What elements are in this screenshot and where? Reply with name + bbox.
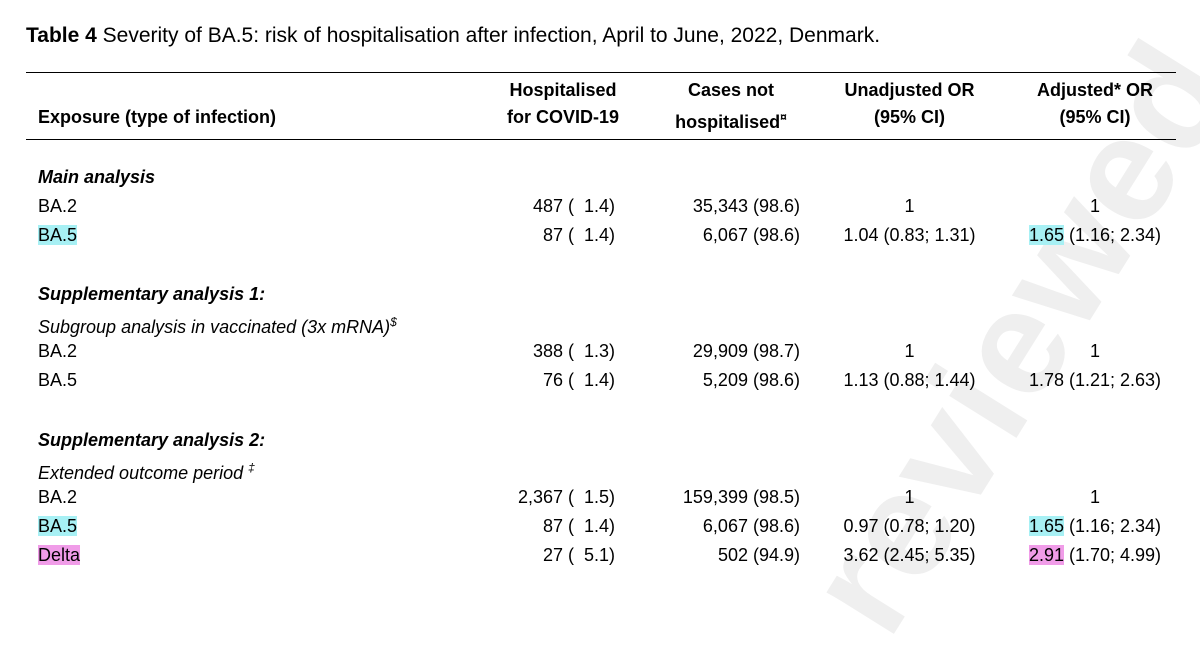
- header-hosp-line1: Hospitalised: [509, 80, 617, 100]
- cell-cases: 6,067 (98.6): [702, 225, 800, 245]
- header-cases: Cases not hospitalised¤: [656, 77, 806, 136]
- header-cases-line1: Cases not: [687, 80, 775, 100]
- cell-hospitalised: 76 ( 1.4): [542, 370, 615, 390]
- row-label: BA.5: [38, 514, 78, 538]
- header-hospitalised: Hospitalised for COVID-19: [488, 77, 638, 131]
- cell-unadjusted: 1.13 (0.88; 1.44): [843, 370, 976, 390]
- subtitle-footnote: ‡: [248, 461, 255, 475]
- adjusted-ci: (1.16; 2.34): [1063, 516, 1162, 536]
- cell-adjusted: 1: [1089, 487, 1100, 507]
- cell-unadjusted: 1: [904, 341, 915, 361]
- highlight-cyan: BA.5: [38, 225, 78, 245]
- cell-cases: 35,343 (98.6): [692, 196, 800, 216]
- table-figure: Table 4 Severity of BA.5: risk of hospit…: [26, 24, 1185, 567]
- caption-label: Table 4: [26, 24, 97, 47]
- header-cases-footnote: ¤: [780, 110, 787, 124]
- highlight-cyan: BA.5: [38, 516, 78, 536]
- highlight-pink: 2.91: [1028, 545, 1064, 565]
- cell-adjusted: 1.65 (1.16; 2.34): [1005, 223, 1185, 247]
- section-subtitle: Extended outcome period ‡: [38, 456, 255, 485]
- subtitle-footnote: $: [390, 315, 397, 329]
- header-hosp-line2: for COVID-19: [506, 107, 620, 127]
- cell-adjusted: 2.91 (1.70; 4.99): [1005, 543, 1185, 567]
- cell-cases: 29,909 (98.7): [692, 341, 800, 361]
- row-label: BA.5: [38, 223, 78, 247]
- section-title: Main analysis: [38, 167, 156, 187]
- highlight-pink: Delta: [38, 545, 81, 565]
- cell-hospitalised: 487 ( 1.4): [532, 196, 615, 216]
- cell-adjusted: 1: [1089, 196, 1100, 216]
- cell-cases: 5,209 (98.6): [702, 370, 800, 390]
- adjusted-ci: (1.16; 2.34): [1063, 225, 1162, 245]
- section-subtitle: Subgroup analysis in vaccinated (3x mRNA…: [38, 310, 397, 339]
- header-rule: [26, 139, 1176, 140]
- table-caption: Table 4 Severity of BA.5: risk of hospit…: [26, 24, 880, 48]
- header-adj-line1: Adjusted* OR: [1036, 80, 1153, 100]
- header-adj-line2: (95% CI): [1059, 107, 1131, 127]
- cell-adjusted: 1.78 (1.21; 2.63): [1028, 370, 1162, 390]
- cell-cases: 159,399 (98.5): [682, 487, 800, 507]
- caption-text: Severity of BA.5: risk of hospitalisatio…: [96, 24, 881, 47]
- header-unadj-line1: Unadjusted OR: [844, 80, 975, 100]
- highlight-cyan: 1.65: [1028, 225, 1064, 245]
- header-adjusted: Adjusted* OR (95% CI): [1005, 77, 1185, 131]
- top-rule: [26, 72, 1176, 73]
- subtitle-text: Subgroup analysis in vaccinated (3x mRNA…: [38, 317, 391, 337]
- section-title: Supplementary analysis 1:: [38, 284, 266, 304]
- cell-unadjusted: 3.62 (2.45; 5.35): [843, 545, 976, 565]
- header-cases-line2: hospitalised¤: [656, 104, 806, 136]
- cell-hospitalised: 388 ( 1.3): [532, 341, 615, 361]
- cell-unadjusted: 0.97 (0.78; 1.20): [843, 516, 976, 536]
- cell-adjusted: 1.65 (1.16; 2.34): [1005, 514, 1185, 538]
- highlight-cyan: 1.65: [1028, 516, 1064, 536]
- row-label: BA.2: [38, 196, 78, 216]
- cell-cases: 502 (94.9): [717, 545, 800, 565]
- row-label: BA.2: [38, 487, 78, 507]
- header-unadj-line2: (95% CI): [873, 107, 945, 127]
- adjusted-ci: (1.70; 4.99): [1063, 545, 1162, 565]
- cell-cases: 6,067 (98.6): [702, 516, 800, 536]
- cell-hospitalised: 27 ( 5.1): [542, 545, 615, 565]
- row-label: BA.2: [38, 341, 78, 361]
- row-label: BA.5: [38, 370, 78, 390]
- section-title: Supplementary analysis 2:: [38, 430, 266, 450]
- cell-unadjusted: 1.04 (0.83; 1.31): [843, 225, 976, 245]
- cell-hospitalised: 87 ( 1.4): [542, 516, 615, 536]
- subtitle-text: Extended outcome period: [38, 463, 249, 483]
- cell-unadjusted: 1: [904, 196, 915, 216]
- header-unadjusted: Unadjusted OR (95% CI): [822, 77, 997, 131]
- cell-unadjusted: 1: [904, 487, 915, 507]
- header-cases-text: hospitalised: [675, 112, 781, 132]
- cell-adjusted: 1: [1089, 341, 1100, 361]
- cell-hospitalised: 2,367 ( 1.5): [517, 487, 615, 507]
- row-label: Delta: [38, 543, 81, 567]
- cell-hospitalised: 87 ( 1.4): [542, 225, 615, 245]
- header-exposure: Exposure (type of infection): [38, 107, 277, 127]
